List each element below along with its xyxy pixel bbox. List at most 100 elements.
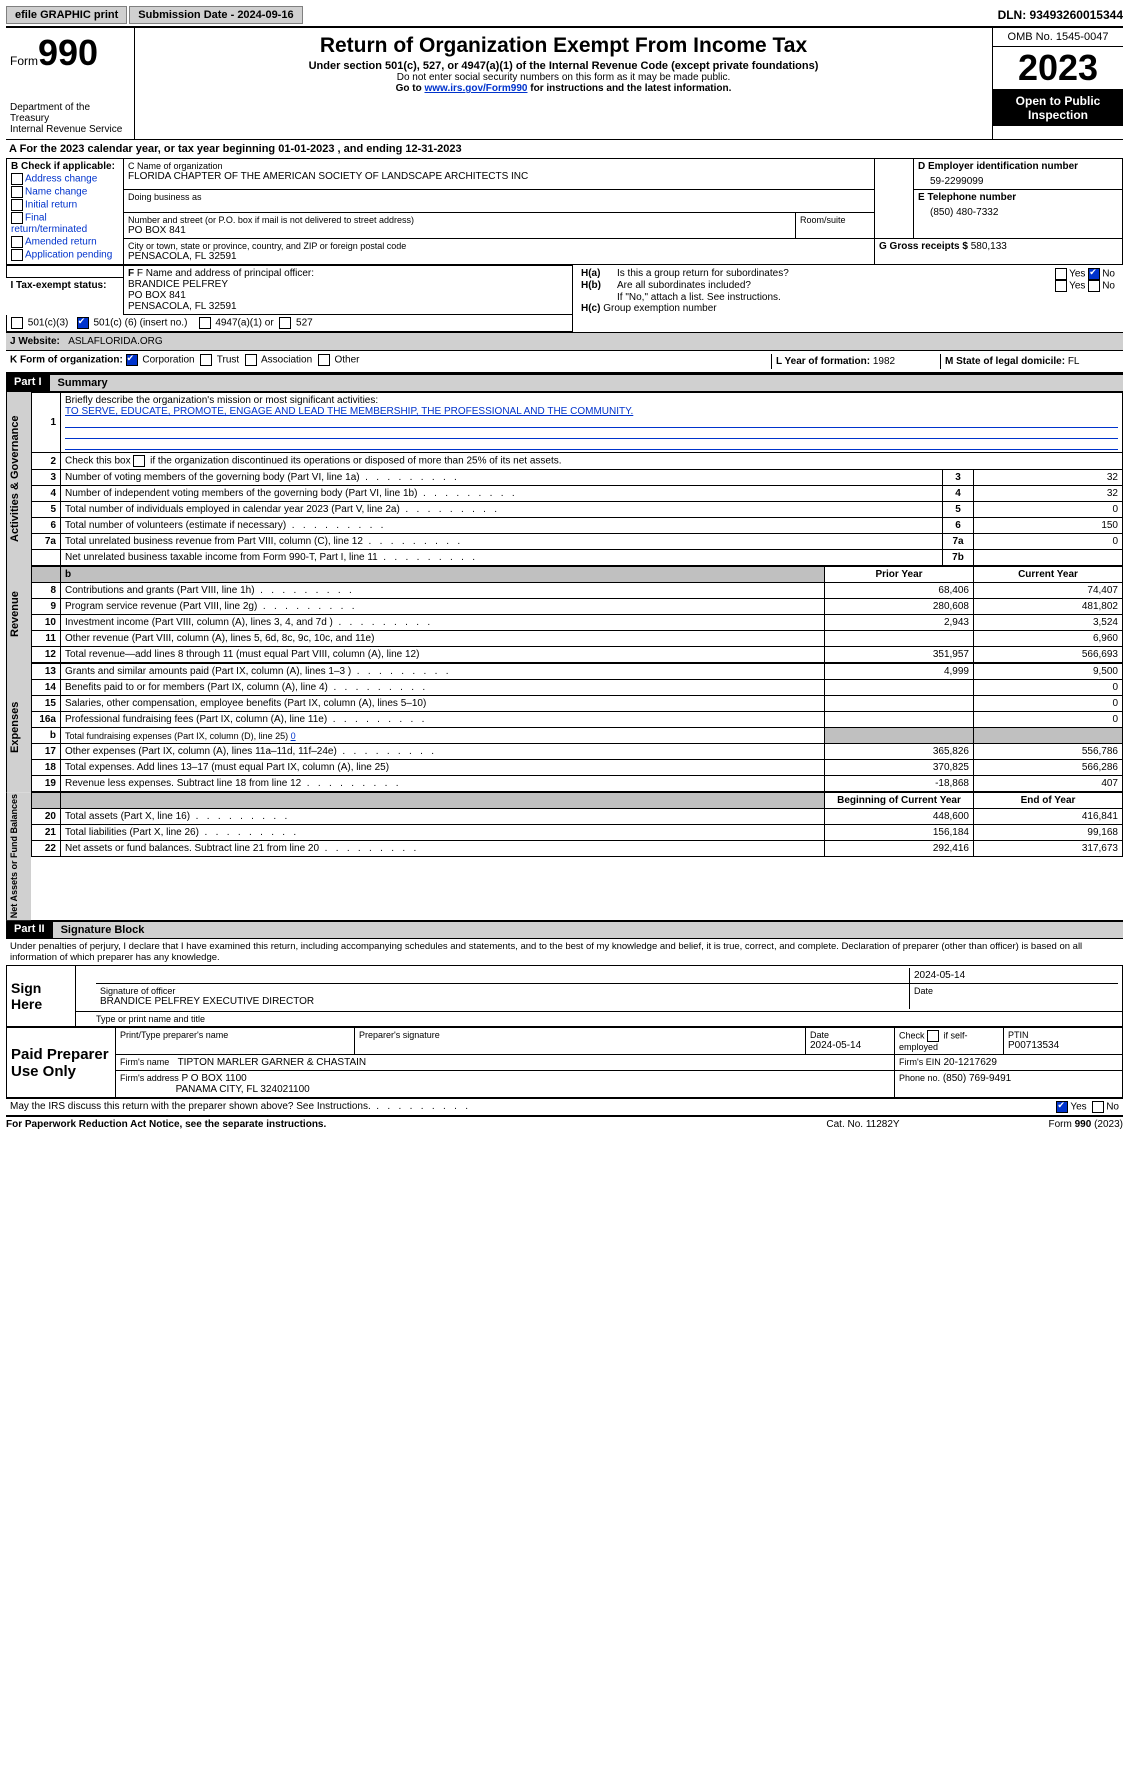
discuss-yes[interactable] xyxy=(1056,1101,1068,1113)
col-end: End of Year xyxy=(974,793,1123,809)
l21-label: Total liabilities (Part X, line 26) xyxy=(61,825,825,841)
box-e-label: E Telephone number xyxy=(918,192,1118,203)
ssn-note: Do not enter social security numbers on … xyxy=(139,72,988,83)
cbx-discontinued[interactable] xyxy=(133,455,145,467)
l22-label: Net assets or fund balances. Subtract li… xyxy=(61,841,825,857)
room-label: Room/suite xyxy=(800,215,870,225)
l19-curr: 407 xyxy=(974,776,1123,792)
l16a-prior xyxy=(825,712,974,728)
box-i-row: I Tax-exempt status: xyxy=(7,277,124,314)
l1-label: Briefly describe the organization's miss… xyxy=(65,395,1118,406)
l10-curr: 3,524 xyxy=(974,615,1123,631)
l15-curr: 0 xyxy=(974,696,1123,712)
box-m-label: M State of legal domicile: xyxy=(945,356,1065,367)
checkbox-name-change[interactable] xyxy=(11,186,23,198)
box-d-label: D Employer identification number xyxy=(918,161,1118,172)
l9-label: Program service revenue (Part VIII, line… xyxy=(61,599,825,615)
top-bar: efile GRAPHIC print Submission Date - 20… xyxy=(6,6,1123,28)
box-b-checklist: Address change Name change Initial retur… xyxy=(11,173,119,261)
firm-addr1: P O BOX 1100 xyxy=(182,1073,247,1084)
hb-yes[interactable] xyxy=(1055,280,1067,292)
box-j-label: J Website: xyxy=(10,336,60,347)
cbx-501c[interactable] xyxy=(77,317,89,329)
l20-begin: 448,600 xyxy=(825,809,974,825)
checkbox-amended[interactable] xyxy=(11,236,23,248)
l22-end: 317,673 xyxy=(974,841,1123,857)
l16b-val: 0 xyxy=(291,731,296,741)
checkbox-address-change[interactable] xyxy=(11,173,23,185)
goto-link[interactable]: www.irs.gov/Form990 xyxy=(424,83,527,94)
addr-value: PO BOX 841 xyxy=(128,225,791,236)
cbx-assoc[interactable] xyxy=(245,354,257,366)
l4-val: 32 xyxy=(974,486,1123,502)
l20-label: Total assets (Part X, line 16) xyxy=(61,809,825,825)
box-i-label: I Tax-exempt status: xyxy=(11,280,107,291)
lbl-amended: Amended return xyxy=(25,237,97,248)
dba-label: Doing business as xyxy=(128,192,870,202)
hb-attach-note: If "No," attach a list. See instructions… xyxy=(581,292,1115,303)
discuss-no[interactable] xyxy=(1092,1101,1104,1113)
l7a-label: Total unrelated business revenue from Pa… xyxy=(61,534,943,550)
l18-prior: 370,825 xyxy=(825,760,974,776)
l12-label: Total revenue—add lines 8 through 11 (mu… xyxy=(61,647,825,663)
l21-begin: 156,184 xyxy=(825,825,974,841)
hb-no[interactable] xyxy=(1088,280,1100,292)
irs-label: Internal Revenue Service xyxy=(10,124,130,135)
l11-label: Other revenue (Part VIII, column (A), li… xyxy=(61,631,825,647)
l14-prior xyxy=(825,680,974,696)
netassets-section: Net Assets or Fund Balances Beginning of… xyxy=(6,792,1123,920)
part2-title: Signature Block xyxy=(53,921,1123,939)
cbx-4947[interactable] xyxy=(199,317,211,329)
lbl-501c-post: ) (insert no.) xyxy=(134,318,188,329)
org-name: FLORIDA CHAPTER OF THE AMERICAN SOCIETY … xyxy=(128,171,870,182)
side-expenses: Expenses xyxy=(6,663,31,792)
sign-here-label: Sign Here xyxy=(7,966,76,1027)
cbx-trust[interactable] xyxy=(200,354,212,366)
name-title-label: Type or print name and title xyxy=(96,1014,1118,1024)
firm-name-label: Firm's name xyxy=(120,1057,169,1067)
l5-label: Total number of individuals employed in … xyxy=(61,502,943,518)
cat-no: Cat. No. 11282Y xyxy=(763,1119,963,1130)
l13-prior: 4,999 xyxy=(825,664,974,680)
l7a-val: 0 xyxy=(974,534,1123,550)
l14-curr: 0 xyxy=(974,680,1123,696)
l7b-val xyxy=(974,550,1123,566)
omb-number: OMB No. 1545-0047 xyxy=(993,28,1123,47)
cbx-501c3[interactable] xyxy=(11,317,23,329)
lbl-discuss-yes: Yes xyxy=(1070,1102,1086,1113)
l12-prior: 351,957 xyxy=(825,647,974,663)
officer-sig-name: BRANDICE PELFREY EXECUTIVE DIRECTOR xyxy=(100,996,905,1007)
lbl-yes: Yes xyxy=(1069,268,1085,279)
part1-header: Part I Summary xyxy=(6,373,1123,392)
cbx-corp[interactable] xyxy=(126,354,138,366)
firm-addr-label: Firm's address xyxy=(120,1073,179,1083)
l4-label: Number of independent voting members of … xyxy=(61,486,943,502)
hc-label: Group exemption number xyxy=(603,303,716,314)
section-a-tax-year: A For the 2023 calendar year, or tax yea… xyxy=(6,139,1123,158)
ha-yes[interactable] xyxy=(1055,268,1067,280)
l14-label: Benefits paid to or for members (Part IX… xyxy=(61,680,825,696)
lbl-4947: 4947(a)(1) or xyxy=(215,318,273,329)
discuss-row: May the IRS discuss this return with the… xyxy=(6,1098,1123,1115)
l11-prior xyxy=(825,631,974,647)
dept-label: Department of the Treasury xyxy=(10,102,130,124)
checkbox-initial-return[interactable] xyxy=(11,199,23,211)
ha-no[interactable] xyxy=(1088,268,1100,280)
firm-ein-val: 20-1217629 xyxy=(944,1057,997,1068)
l22-begin: 292,416 xyxy=(825,841,974,857)
goto-pre: Go to xyxy=(396,83,425,94)
checkbox-final-return[interactable] xyxy=(11,212,23,224)
addr-label: Number and street (or P.O. box if mail i… xyxy=(128,215,791,225)
cbx-self-employed[interactable] xyxy=(927,1030,939,1042)
open-inspection: Open to Public Inspection xyxy=(993,90,1123,126)
lbl-trust: Trust xyxy=(217,355,239,366)
efile-print-button[interactable]: efile GRAPHIC print xyxy=(6,6,127,24)
page-title: Return of Organization Exempt From Incom… xyxy=(139,34,988,58)
l15-label: Salaries, other compensation, employee b… xyxy=(61,696,825,712)
sig-date-label: Date xyxy=(914,986,1114,996)
checkbox-app-pending[interactable] xyxy=(11,249,23,261)
l9-curr: 481,802 xyxy=(974,599,1123,615)
cbx-527[interactable] xyxy=(279,317,291,329)
cbx-other[interactable] xyxy=(318,354,330,366)
spacer-left xyxy=(7,266,124,278)
